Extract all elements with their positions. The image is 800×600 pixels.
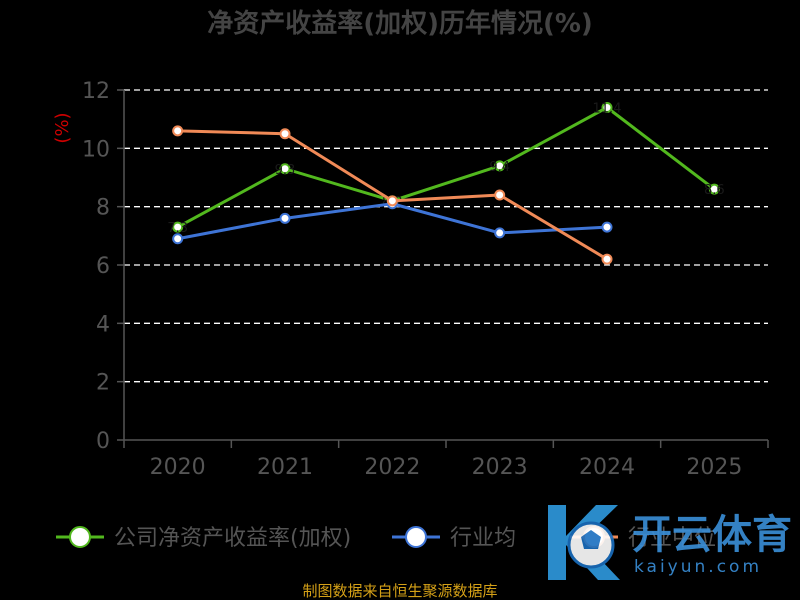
data-point <box>172 233 184 245</box>
data-point <box>172 221 184 233</box>
y-tick-label: 4 <box>96 312 110 337</box>
data-label: 11.4 <box>593 102 622 117</box>
series-line <box>176 106 716 229</box>
watermark-logo-icon <box>548 505 620 580</box>
series-0: 7.39.38.29.411.48.6 <box>167 102 724 237</box>
y-axis-label: (%) <box>52 112 73 143</box>
series-layer: 7.39.38.29.411.48.6 <box>167 102 725 265</box>
data-point <box>494 160 506 172</box>
y-tick-label: 0 <box>96 429 110 454</box>
watermark-logo-text: 开云体育 <box>632 512 792 558</box>
legend-label: 公司净资产收益率(加权) <box>114 526 351 551</box>
y-tick-labels: 0 2 4 6 8 10 12 <box>82 79 110 454</box>
data-point <box>279 128 291 140</box>
data-point <box>494 227 506 239</box>
y-tick-label: 8 <box>96 196 110 221</box>
watermark: 开云体育 kaiyun.com <box>548 505 792 580</box>
series-2 <box>172 125 613 265</box>
y-tick-label: 12 <box>82 79 110 104</box>
x-tick-labels: 2020 2021 2022 2023 2024 2025 <box>150 455 743 480</box>
y-tick-label: 10 <box>82 137 110 162</box>
legend-swatch-marker <box>69 526 91 548</box>
data-point <box>601 102 613 113</box>
data-point <box>279 212 291 224</box>
data-point <box>279 163 291 175</box>
y-tick-label: 2 <box>96 371 110 396</box>
legend-label: 行业均 <box>450 526 516 551</box>
grid-lines <box>124 89 768 383</box>
data-label: 9.4 <box>489 160 510 175</box>
data-point <box>601 221 613 233</box>
y-tick-label: 6 <box>96 254 110 279</box>
watermark-url: kaiyun.com <box>634 557 762 577</box>
legend-label: 行业中位 <box>628 526 716 551</box>
axes <box>117 89 769 448</box>
data-point <box>172 125 184 137</box>
data-point <box>708 183 720 195</box>
data-point <box>494 189 506 201</box>
chart-title: 净资产收益率(加权)历年情况(%) <box>207 8 593 39</box>
data-label: 8.6 <box>704 183 725 198</box>
x-tick-label: 2022 <box>364 455 420 480</box>
x-tick-label: 2021 <box>257 455 313 480</box>
data-point <box>601 253 613 265</box>
x-tick-label: 2023 <box>472 455 528 480</box>
x-tick-label: 2020 <box>150 455 206 480</box>
data-point <box>386 195 398 207</box>
legend-swatch-marker <box>405 526 427 548</box>
source-note: 制图数据来自恒生聚源数据库 <box>302 582 497 600</box>
data-label: 7.3 <box>167 221 188 236</box>
legend: 公司净资产收益率(加权) 行业均 行业中位 <box>56 526 716 551</box>
data-label: 9.3 <box>275 163 296 178</box>
x-tick-label: 2025 <box>686 455 742 480</box>
x-tick-label: 2024 <box>579 455 635 480</box>
